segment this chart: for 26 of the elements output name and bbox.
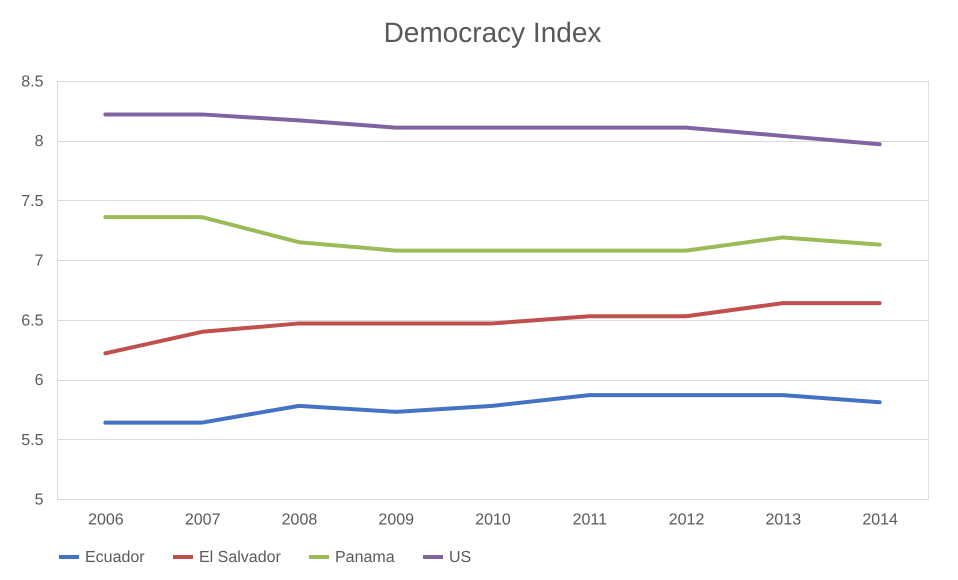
x-tick-label: 2007 — [184, 512, 221, 528]
x-tick-label: 2008 — [282, 512, 318, 528]
y-tick-label: 6.5 — [21, 312, 44, 330]
line-series — [103, 393, 882, 425]
y-tick-label: 7 — [34, 252, 44, 270]
y-tick-label: 8.5 — [21, 74, 44, 90]
y-tick-label: 5.5 — [21, 432, 44, 449]
chart-title: Democracy Index — [384, 17, 602, 48]
line-series — [103, 301, 882, 356]
legend-label: Ecuador — [85, 549, 146, 566]
x-tick-label: 2009 — [378, 512, 414, 528]
line-series — [103, 215, 882, 253]
legend-label: US — [449, 549, 472, 566]
y-tick-label: 8 — [34, 133, 44, 150]
x-tick-label: 2011 — [572, 512, 608, 528]
x-tick-label: 2006 — [88, 512, 124, 528]
x-tick-label: 2010 — [475, 512, 511, 528]
y-tick-label: 7.5 — [21, 192, 44, 210]
y-tick-label: 5 — [34, 492, 44, 508]
legend-label: Panama — [335, 549, 395, 566]
line-series — [103, 112, 882, 146]
y-tick-label: 6 — [34, 372, 44, 390]
x-tick-label: 2012 — [668, 512, 704, 528]
legend-label: El Salvador — [199, 549, 282, 566]
x-tick-label: 2013 — [766, 512, 802, 528]
x-tick-label: 2014 — [862, 512, 898, 528]
